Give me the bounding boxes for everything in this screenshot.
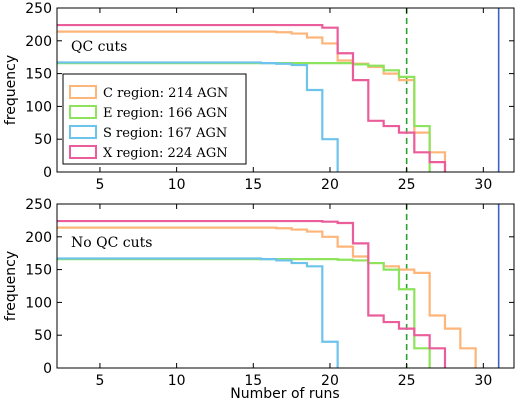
legend-swatch: [69, 85, 97, 99]
legend-label: X region: 224 AGN: [103, 146, 228, 161]
x-tick-label: 5: [95, 177, 104, 193]
y-tick-label: 150: [25, 263, 52, 279]
x-axis-label: Number of runs: [230, 386, 339, 402]
legend-swatch: [69, 105, 97, 119]
plot-area: [57, 204, 500, 368]
legend: C region: 214 AGN E region: 166 AGN S regi…: [62, 73, 247, 165]
axes-frame: [56, 203, 515, 369]
y-tick-label: 200: [25, 34, 52, 50]
legend-swatch: [69, 145, 97, 159]
x-tick-label: 25: [398, 373, 416, 389]
panel-no-qc-cuts: 0 50 100 150 200 250 5 10 15 20 25 30 frequency No QC…: [3, 197, 515, 389]
y-axis-label: frequency: [3, 251, 19, 321]
y-axis-label: frequency: [3, 55, 19, 125]
y-tick-label: 50: [34, 132, 52, 148]
y-tick-label: 50: [34, 328, 52, 344]
y-tick-label: 200: [25, 230, 52, 246]
legend-label: S region: 167 AGN: [103, 126, 227, 141]
x-tick-label: 20: [321, 373, 339, 389]
series-line-s-region: [57, 257, 339, 368]
panel-annotation: QC cuts: [71, 39, 127, 55]
x-tick-label: 25: [398, 177, 416, 193]
y-tick-label: 250: [25, 1, 52, 17]
x-tick-label: 10: [168, 373, 186, 389]
series-line-x-region: [57, 219, 447, 368]
series-line-e-region: [57, 258, 431, 368]
axes-frame: [56, 7, 515, 173]
panel-annotation: No QC cuts: [71, 235, 152, 251]
x-tick-label: 30: [474, 177, 492, 193]
x-tick-label: 20: [321, 177, 339, 193]
series-line-x-region: [57, 23, 447, 172]
x-tick-label: 15: [244, 373, 262, 389]
series-line-s-region: [57, 61, 339, 172]
y-tick-label: 100: [25, 99, 52, 115]
x-tick-label: 5: [95, 373, 104, 389]
legend-label: C region: 214 AGN: [103, 86, 228, 101]
x-tick-label: 10: [168, 177, 186, 193]
y-tick-label: 0: [43, 361, 52, 377]
y-tick-label: 100: [25, 295, 52, 311]
y-tick-label: 0: [43, 165, 52, 181]
x-tick-label: 30: [474, 373, 492, 389]
panel-qc-cuts: 0 50 100 150 200 250 5 10 15 20 25 30 frequency QC cu…: [3, 1, 515, 193]
x-tick-label: 15: [244, 177, 262, 193]
legend-swatch: [69, 125, 97, 139]
y-tick-label: 250: [25, 197, 52, 213]
series-line-e-region: [57, 62, 431, 172]
legend-label: E region: 166 AGN: [103, 106, 228, 121]
plot-area: [57, 8, 500, 172]
y-tick-label: 150: [25, 67, 52, 83]
